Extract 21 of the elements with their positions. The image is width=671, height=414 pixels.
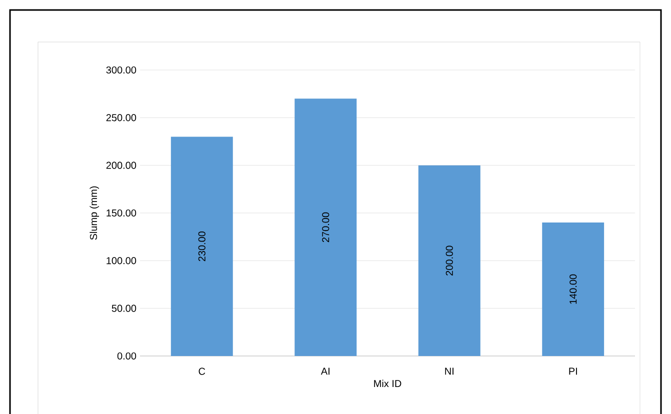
x-tick-label: NI	[445, 368, 454, 375]
y-tick-label: 150.00	[106, 209, 136, 217]
y-tick-label: 50.00	[112, 304, 136, 312]
data-label: 270.00	[322, 212, 330, 242]
y-tick-label: 250.00	[106, 114, 136, 122]
x-axis-title: Mix ID	[374, 380, 402, 387]
y-tick-label: 200.00	[106, 162, 136, 169]
y-tick-label: 100.00	[106, 257, 136, 264]
x-tick-label: C	[198, 368, 206, 375]
bar	[294, 98, 357, 356]
y-axis-title: Slump (mm)	[90, 186, 100, 240]
data-label: 200.00	[446, 246, 453, 276]
data-label: 140.00	[570, 274, 577, 304]
bar	[542, 222, 604, 356]
bar	[418, 165, 480, 356]
x-tick-label: AI	[320, 368, 330, 375]
y-tick-label: 300.00	[106, 66, 136, 74]
bar	[170, 136, 233, 356]
x-tick-label: PI	[569, 368, 577, 375]
data-label: 230.00	[198, 231, 206, 262]
y-tick-label: 0.00	[117, 352, 136, 360]
